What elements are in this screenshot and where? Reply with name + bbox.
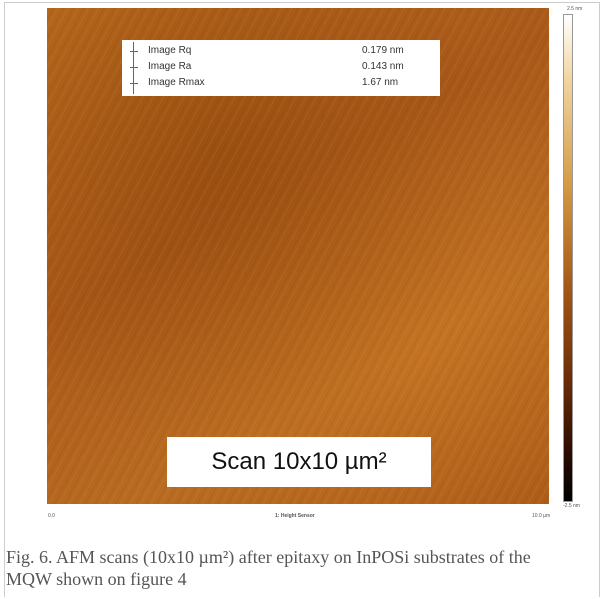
row-tick <box>130 51 138 52</box>
stat-row: Image Rmax 1.67 nm <box>122 76 440 92</box>
stat-label: Image Rq <box>148 45 191 56</box>
axis-title: 1: Height Sensor <box>275 513 315 519</box>
stat-row: Image Ra 0.143 nm <box>122 60 440 76</box>
colorbar-max: 2.5 nm <box>567 6 582 12</box>
colorbar-min: -2.5 nm <box>563 503 580 509</box>
caption: Fig. 6. AFM scans (10x10 µm²) after epit… <box>6 546 576 590</box>
table-line <box>133 42 134 94</box>
stat-value: 0.179 nm <box>362 45 404 56</box>
page: Image Rq 0.179 nm Image Ra 0.143 nm Image Rm… <box>0 0 607 599</box>
row-tick <box>130 83 138 84</box>
stat-value: 1.67 nm <box>362 77 398 88</box>
axis-start: 0.0 <box>48 513 55 519</box>
stat-value: 0.143 nm <box>362 61 404 72</box>
colorbar <box>563 14 573 502</box>
stat-row: Image Rq 0.179 nm <box>122 44 440 60</box>
axis-end: 10.0 µm <box>532 513 550 519</box>
roughness-table: Image Rq 0.179 nm Image Ra 0.143 nm Image Rm… <box>122 40 440 96</box>
stat-label: Image Rmax <box>148 77 205 88</box>
stat-label: Image Ra <box>148 61 191 72</box>
row-tick <box>130 67 138 68</box>
scan-label: Scan 10x10 µm² <box>167 437 431 487</box>
